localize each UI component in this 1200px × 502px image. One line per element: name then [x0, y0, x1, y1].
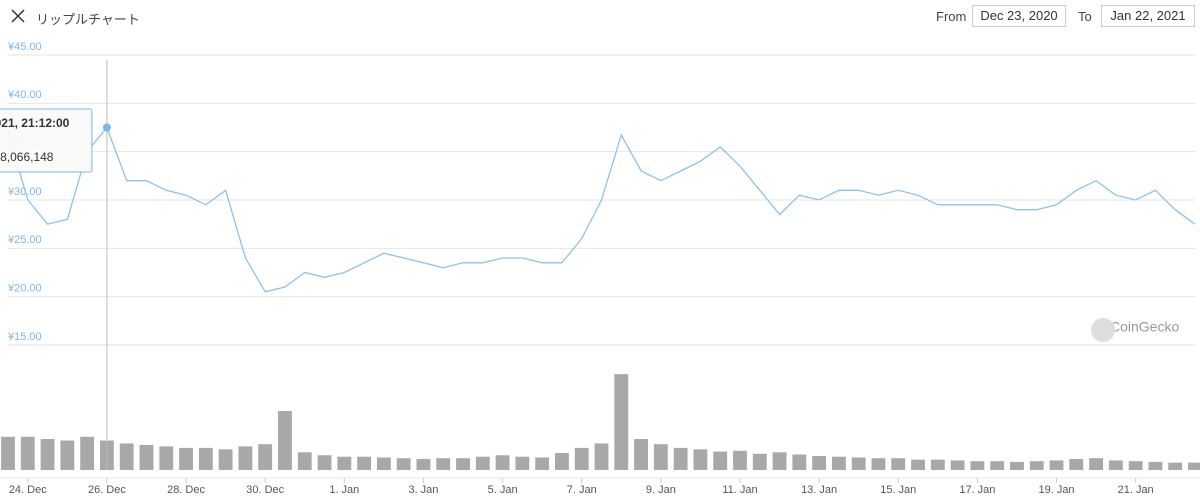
x-tick-label: 11. Jan — [722, 484, 757, 496]
price-line — [7, 126, 1196, 293]
volume-bar — [515, 456, 530, 470]
volume-bar — [80, 436, 95, 470]
volume-bar — [1168, 462, 1183, 470]
volume-bar — [555, 453, 569, 470]
x-tick-label: 28. Dec — [167, 484, 205, 496]
volume-bar — [475, 456, 490, 470]
volume-bar — [278, 411, 292, 470]
hover-point — [102, 123, 111, 132]
volume-bar — [357, 456, 372, 470]
volume-bar — [990, 461, 1005, 470]
volume-bar — [159, 446, 174, 470]
from-label: From — [936, 9, 967, 24]
volume-bar — [673, 447, 688, 470]
volume-bar — [1069, 458, 1084, 470]
volume-bar — [594, 443, 609, 470]
y-tick-label: ¥25.00 — [7, 234, 42, 246]
volume-bar — [396, 458, 411, 470]
tooltip-time: Thu 07 Jan 2021, 21:12:00 — [0, 116, 70, 130]
x-tick-label: 15. Jan — [880, 484, 916, 496]
volume-bar — [40, 439, 55, 470]
close-icon[interactable] — [10, 8, 26, 24]
watermark: CoinGecko — [1110, 319, 1179, 335]
volume-bar — [970, 461, 985, 470]
volume-bar — [416, 458, 431, 470]
title: リップルチャート — [36, 12, 140, 27]
volume-bar — [713, 451, 728, 470]
x-tick-label: 3. Jan — [408, 484, 438, 496]
volume-bar — [1148, 461, 1163, 470]
x-tick-label: 30. Dec — [246, 484, 284, 496]
volume-bar — [871, 458, 886, 470]
volume-bar — [930, 459, 945, 470]
to-label: To — [1078, 9, 1092, 24]
volume-bar — [1128, 461, 1143, 470]
volume-bar — [693, 449, 708, 470]
volume-bar — [772, 452, 787, 470]
volume-bar — [891, 458, 906, 470]
from-input[interactable]: Dec 23, 2020 — [972, 5, 1066, 27]
volume-bar — [1089, 458, 1104, 470]
tooltip: Thu 07 Jan 2021, 21:12:00Price:¥36.73Vol… — [0, 108, 93, 173]
x-tick-label: 9. Jan — [646, 484, 676, 496]
y-tick-label: ¥20.00 — [7, 283, 42, 295]
volume-bar — [218, 449, 233, 470]
volume-bar — [1, 436, 15, 470]
volume-bar — [1029, 461, 1044, 470]
volume-bar — [1188, 462, 1200, 470]
volume-bar — [911, 459, 925, 470]
y-tick-label: ¥40.00 — [7, 89, 42, 101]
volume-bar — [851, 457, 866, 470]
volume-bar — [1049, 460, 1064, 470]
x-tick-label: 13. Jan — [801, 484, 837, 496]
x-tick-label: 7. Jan — [567, 484, 597, 496]
x-tick-label: 5. Jan — [488, 484, 518, 496]
volume-bar — [950, 460, 965, 470]
tooltip-box — [0, 108, 93, 173]
x-tick-label: 19. Jan — [1038, 484, 1074, 496]
to-input[interactable]: Jan 22, 2021 — [1101, 5, 1195, 27]
tooltip-vol: Vol:¥1,367,498,066,148 — [0, 150, 54, 164]
volume-bar — [258, 444, 273, 470]
y-tick-label: ¥45.00 — [7, 41, 42, 53]
watermark-logo — [1091, 318, 1115, 342]
volume-bar — [337, 456, 352, 470]
volume-bar — [238, 446, 253, 470]
y-tick-label: ¥15.00 — [7, 331, 42, 343]
x-tick-label: 24. Dec — [9, 484, 47, 496]
volume-bar — [436, 458, 451, 470]
x-tick-label: 21. Jan — [1118, 484, 1154, 496]
volume-bar — [752, 453, 767, 470]
volume-bar — [812, 455, 827, 470]
x-tick-label: 1. Jan — [329, 484, 359, 496]
volume-bar — [733, 450, 747, 470]
volume-bar — [792, 454, 807, 470]
y-tick-label: ¥30.00 — [7, 186, 42, 198]
volume-bar — [1010, 461, 1024, 470]
volume-bar — [376, 457, 391, 470]
volume-bar — [456, 458, 470, 470]
volume-bar — [495, 455, 510, 470]
volume-bar — [60, 440, 75, 470]
volume-bar — [179, 447, 193, 470]
volume-bar — [634, 439, 648, 470]
volume-bar — [1108, 460, 1123, 470]
volume-bar — [831, 456, 846, 470]
volume-bar — [574, 447, 589, 470]
volume-bar — [119, 443, 134, 470]
volume-bar — [653, 444, 668, 470]
volume-bar — [297, 452, 312, 470]
header: リップルチャート From Dec 23, 2020 To Jan 22, 20… — [0, 0, 1200, 34]
volume-bar — [198, 447, 213, 470]
tooltip-vol-value: ¥1,367,498,066,148 — [0, 150, 54, 164]
volume-bar — [614, 374, 629, 470]
volume-bar — [139, 444, 154, 470]
volume-bar — [317, 455, 332, 470]
volume-bar — [20, 436, 35, 470]
x-tick-label: 17. Jan — [959, 484, 995, 496]
volume-bar — [535, 457, 550, 470]
x-tick-label: 26. Dec — [88, 484, 126, 496]
